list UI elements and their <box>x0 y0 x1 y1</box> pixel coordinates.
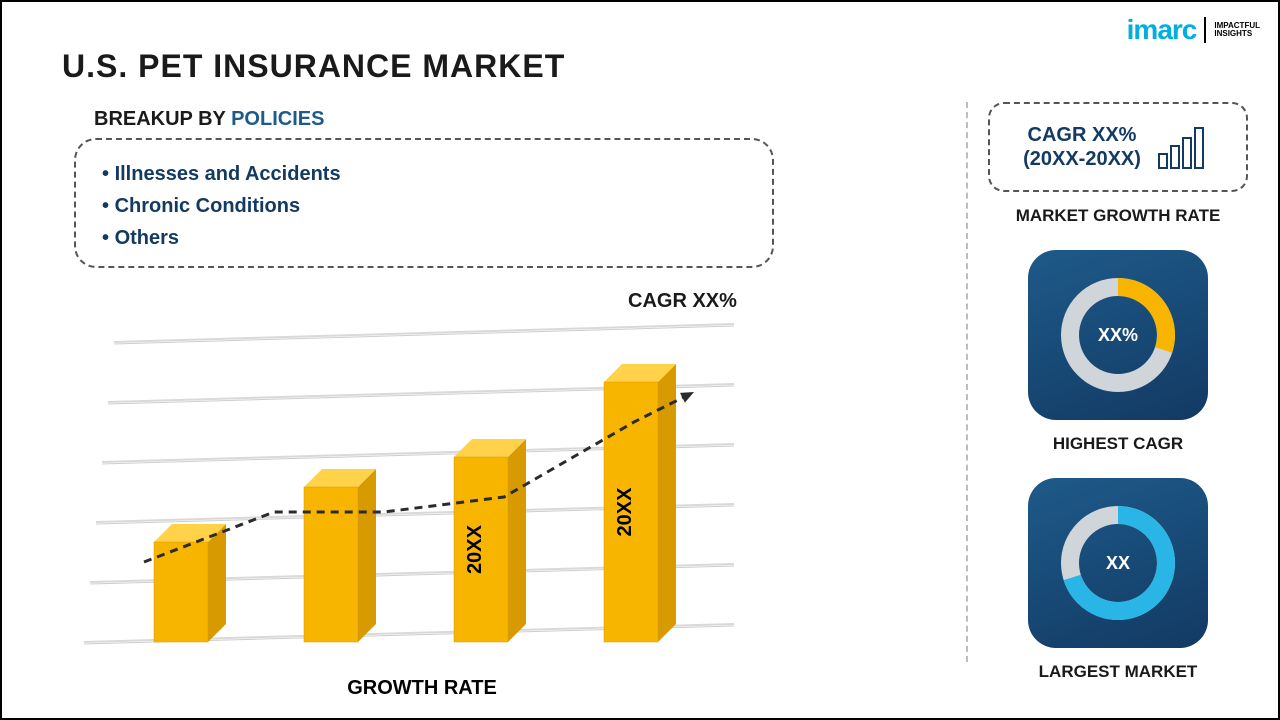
logo-text: imarc <box>1127 14 1197 46</box>
growth-rate-chart: 20XX 20XX <box>74 302 794 672</box>
growth-line1: CAGR XX% <box>1023 123 1141 147</box>
highest-cagr-tile: XX% <box>1028 250 1208 420</box>
growth-line2: (20XX-20XX) <box>1023 147 1141 171</box>
subtitle-accent: POLICIES <box>231 108 324 130</box>
chart-axis-label: GROWTH RATE <box>62 677 782 700</box>
brand-logo: imarc IMPACTFUL INSIGHTS <box>1127 14 1260 46</box>
logo-divider <box>1204 17 1206 43</box>
breakup-subtitle: BREAKUP BY POLICIES <box>94 108 324 131</box>
page-title: U.S. PET INSURANCE MARKET <box>62 48 565 85</box>
svg-text:20XX: 20XX <box>464 524 486 574</box>
svg-text:20XX: 20XX <box>614 487 636 537</box>
vertical-divider <box>966 102 968 662</box>
logo-tagline: IMPACTFUL INSIGHTS <box>1214 22 1260 38</box>
bar-growth-icon <box>1155 122 1213 172</box>
highest-cagr-value: XX% <box>1098 325 1138 346</box>
growth-rate-box: CAGR XX% (20XX-20XX) <box>988 102 1248 192</box>
subtitle-prefix: BREAKUP BY <box>94 108 231 130</box>
policies-list: Illnesses and Accidents Chronic Conditio… <box>102 158 746 254</box>
policies-box: Illnesses and Accidents Chronic Conditio… <box>74 138 774 268</box>
highest-cagr-label: HIGHEST CAGR <box>1053 434 1183 454</box>
policy-item: Others <box>102 222 746 254</box>
growth-rate-text: CAGR XX% (20XX-20XX) <box>1023 123 1141 171</box>
largest-market-value: XX <box>1106 553 1130 574</box>
policy-item: Illnesses and Accidents <box>102 158 746 190</box>
largest-market-tile: XX <box>1028 478 1208 648</box>
policy-item: Chronic Conditions <box>102 190 746 222</box>
largest-market-label: LARGEST MARKET <box>1039 662 1198 682</box>
infographic-frame: imarc IMPACTFUL INSIGHTS U.S. PET INSURA… <box>0 0 1280 720</box>
side-panel: CAGR XX% (20XX-20XX) MARKET GROWTH RATE … <box>988 102 1248 706</box>
growth-rate-label: MARKET GROWTH RATE <box>1016 206 1221 226</box>
